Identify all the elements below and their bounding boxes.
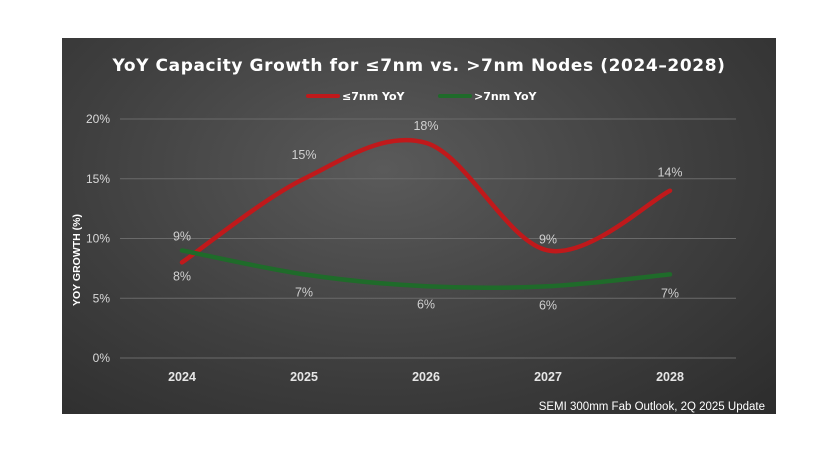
- legend-label: ≤7nm YoY: [342, 90, 406, 103]
- y-tick-label: 5%: [93, 291, 111, 305]
- x-tick-label: 2024: [168, 370, 196, 384]
- series-lines: [179, 137, 673, 291]
- data-label: 9%: [539, 232, 557, 246]
- data-label: 7%: [661, 286, 679, 300]
- data-label: 8%: [173, 269, 191, 283]
- data-label: 14%: [657, 166, 682, 180]
- legend: ≤7nm YoY >7nm YoY: [306, 90, 538, 103]
- data-label: 7%: [295, 285, 313, 299]
- data-label: 6%: [539, 298, 557, 312]
- x-tick-label: 2028: [656, 370, 684, 384]
- data-label: 6%: [417, 297, 435, 311]
- legend-label: >7nm YoY: [474, 90, 538, 103]
- x-axis-ticks: 2024 2025 2026 2027 2028: [168, 370, 684, 384]
- x-tick-label: 2025: [290, 370, 318, 384]
- data-label: 15%: [291, 148, 316, 162]
- series-line: [179, 248, 673, 291]
- series-line: [179, 137, 673, 265]
- chart-panel: YoY Capacity Growth for ≤7nm vs. >7nm No…: [62, 38, 776, 414]
- data-labels: 8% 15% 18% 9% 14% 9% 7% 6% 6% 7%: [173, 119, 683, 312]
- y-tick-label: 10%: [86, 232, 110, 246]
- y-axis-ticks: 0% 5% 10% 15% 20%: [86, 112, 110, 365]
- data-label: 9%: [173, 229, 191, 243]
- line-chart: YoY Capacity Growth for ≤7nm vs. >7nm No…: [71, 56, 765, 413]
- y-tick-label: 15%: [86, 172, 110, 186]
- source-note: SEMI 300mm Fab Outlook, 2Q 2025 Update: [539, 401, 765, 413]
- y-tick-label: 0%: [93, 351, 111, 365]
- x-tick-label: 2027: [534, 370, 562, 384]
- x-tick-label: 2026: [412, 370, 440, 384]
- data-label: 18%: [413, 119, 438, 133]
- y-tick-label: 20%: [86, 112, 110, 126]
- gridlines: [120, 118, 736, 359]
- y-axis-label: YOY GROWTH (%): [71, 214, 83, 306]
- chart-title: YoY Capacity Growth for ≤7nm vs. >7nm No…: [111, 56, 725, 76]
